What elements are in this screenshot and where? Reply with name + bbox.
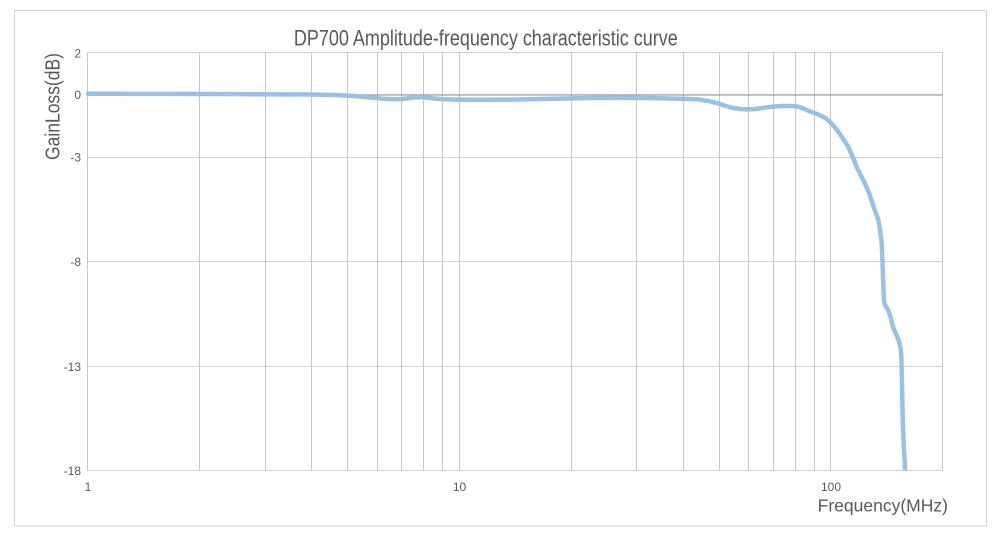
svg-text:0: 0 <box>74 88 81 102</box>
svg-text:-13: -13 <box>64 360 82 374</box>
svg-text:1: 1 <box>85 480 92 494</box>
svg-text:DP700 Amplitude-frequency char: DP700 Amplitude-frequency characteristic… <box>294 27 678 51</box>
svg-text:100: 100 <box>821 480 841 494</box>
svg-text:-8: -8 <box>70 255 81 269</box>
svg-text:-18: -18 <box>64 464 82 478</box>
svg-text:-3: -3 <box>70 151 81 165</box>
svg-text:Frequency(MHz): Frequency(MHz) <box>818 496 948 516</box>
svg-text:GainLoss(dB): GainLoss(dB) <box>42 53 65 160</box>
svg-text:2: 2 <box>74 46 81 60</box>
svg-text:10: 10 <box>453 480 467 494</box>
